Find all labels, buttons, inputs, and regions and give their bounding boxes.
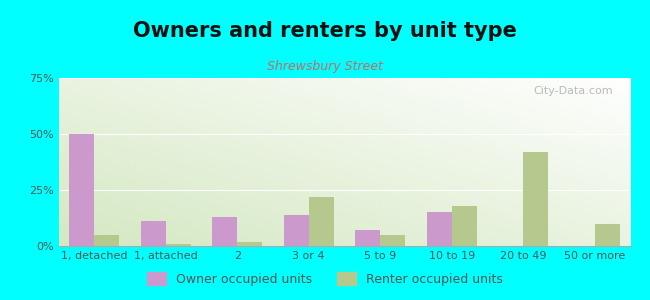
Bar [595, 224, 620, 246]
Bar [94, 235, 120, 246]
Text: City-Data.com: City-Data.com [534, 86, 614, 96]
Bar [427, 212, 452, 246]
Text: Shrewsbury Street: Shrewsbury Street [267, 60, 383, 73]
Bar [140, 221, 166, 246]
Bar [237, 242, 262, 246]
Text: Owners and renters by unit type: Owners and renters by unit type [133, 21, 517, 41]
Bar [166, 244, 191, 246]
Bar [284, 214, 309, 246]
Bar [523, 152, 548, 246]
Bar [380, 235, 406, 246]
Bar [309, 197, 334, 246]
Bar [212, 217, 237, 246]
Bar [69, 134, 94, 246]
Bar [355, 230, 380, 246]
Bar [452, 206, 476, 246]
Legend: Owner occupied units, Renter occupied units: Owner occupied units, Renter occupied un… [142, 267, 508, 291]
